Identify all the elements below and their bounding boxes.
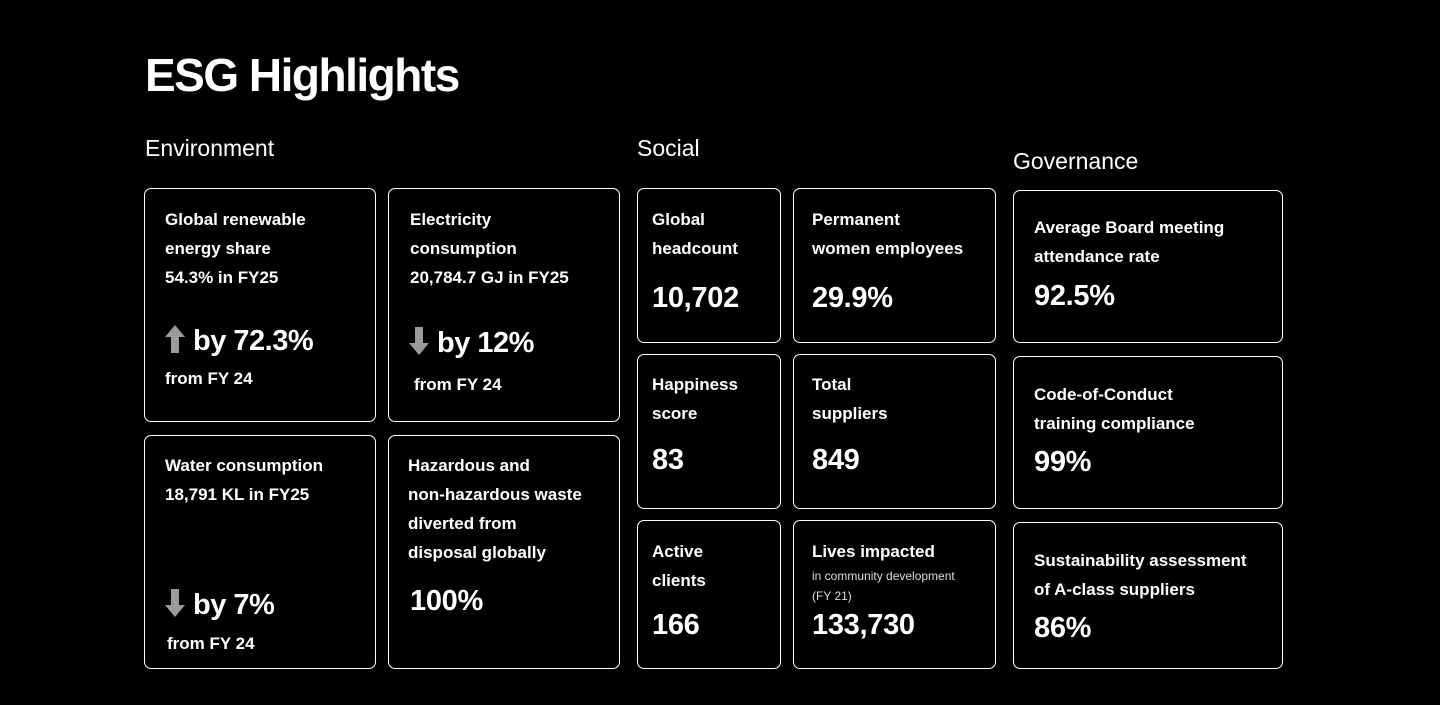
card-active-clients: Active clients 166	[637, 520, 781, 669]
card-label: 54.3% in FY25	[165, 268, 279, 287]
card-label: of A-class suppliers	[1034, 580, 1195, 599]
section-title-governance: Governance	[1013, 148, 1139, 174]
card-label: suppliers	[812, 404, 888, 423]
card-note: (FY 21)	[812, 589, 852, 603]
card-label: non-hazardous waste	[408, 485, 582, 504]
card-board-attendance: Average Board meeting attendance rate 92…	[1013, 190, 1283, 343]
change-indicator: by 72.3%	[165, 325, 314, 358]
arrow-down-icon	[165, 589, 185, 622]
card-sustainability-assessment: Sustainability assessment of A-class sup…	[1013, 522, 1283, 669]
card-label: Total	[812, 375, 852, 394]
section-title-environment: Environment	[145, 135, 275, 161]
card-value: 86%	[1034, 612, 1092, 644]
card-label: diverted from	[408, 514, 517, 533]
change-baseline: from FY 24	[165, 369, 253, 388]
section-title-social: Social	[637, 135, 700, 161]
card-label: Active	[652, 542, 704, 561]
change-indicator: by 12%	[409, 327, 534, 360]
card-label: consumption	[410, 239, 517, 258]
card-value: 10,702	[652, 282, 739, 314]
card-value: 133,730	[812, 609, 915, 641]
change-delta: by 72.3%	[193, 325, 314, 357]
change-delta: by 12%	[437, 327, 534, 359]
card-label: women employees	[812, 239, 964, 258]
card-value: 849	[812, 444, 860, 476]
card-label: Average Board meeting	[1034, 218, 1225, 237]
change-delta: by 7%	[193, 589, 275, 621]
card-label: score	[652, 404, 698, 423]
card-water-consumption: Water consumption 18,791 KL in FY25 by 7…	[144, 435, 376, 669]
card-renewable-energy: Global renewable energy share 54.3% in F…	[144, 188, 376, 422]
card-label: Happiness	[652, 375, 738, 394]
change-baseline: from FY 24	[414, 375, 502, 394]
arrow-down-icon	[409, 327, 429, 360]
card-label: Water consumption	[165, 456, 324, 475]
card-label: 18,791 KL in FY25	[165, 485, 310, 504]
card-label: energy share	[165, 239, 271, 258]
card-label: Global renewable	[165, 210, 306, 229]
card-label: clients	[652, 571, 706, 590]
card-electricity-consumption: Electricity consumption 20,784.7 GJ in F…	[388, 188, 620, 422]
card-waste-diverted: Hazardous and non-hazardous waste divert…	[388, 435, 620, 669]
card-total-suppliers: Total suppliers 849	[793, 354, 996, 509]
card-value: 83	[652, 444, 684, 476]
arrow-up-icon	[165, 325, 185, 358]
card-label: training compliance	[1034, 414, 1195, 433]
card-value: 29.9%	[812, 282, 893, 314]
card-label: 20,784.7 GJ in FY25	[410, 268, 569, 287]
card-label: Electricity	[410, 210, 492, 229]
page-title: ESG Highlights	[145, 49, 460, 101]
card-label: Hazardous and	[408, 456, 530, 475]
card-label: Permanent	[812, 210, 900, 229]
card-label: attendance rate	[1034, 247, 1160, 266]
card-label: headcount	[652, 239, 738, 258]
card-label: disposal globally	[408, 543, 546, 562]
card-lives-impacted: Lives impacted in community development …	[793, 520, 996, 669]
card-global-headcount: Global headcount 10,702	[637, 188, 781, 343]
card-label: Global	[652, 210, 705, 229]
change-indicator: by 7%	[165, 589, 275, 622]
card-women-employees: Permanent women employees 29.9%	[793, 188, 996, 343]
card-label: Lives impacted	[812, 542, 935, 561]
card-code-of-conduct: Code-of-Conduct training compliance 99%	[1013, 356, 1283, 509]
card-note: in community development	[812, 569, 955, 583]
card-happiness-score: Happiness score 83	[637, 354, 781, 509]
card-value: 100%	[410, 585, 483, 617]
change-baseline: from FY 24	[167, 634, 255, 653]
card-label: Code-of-Conduct	[1034, 385, 1173, 404]
card-value: 92.5%	[1034, 280, 1115, 312]
card-label: Sustainability assessment	[1034, 551, 1247, 570]
card-value: 99%	[1034, 446, 1092, 478]
card-value: 166	[652, 609, 700, 641]
